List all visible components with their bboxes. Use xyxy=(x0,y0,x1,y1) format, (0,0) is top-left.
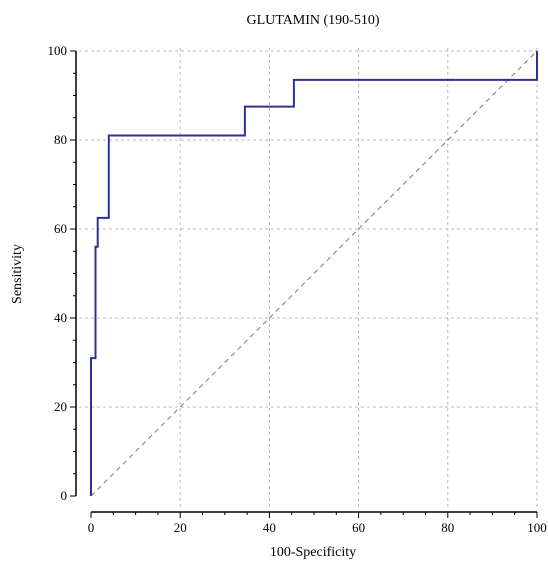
x-tick-label-80: 80 xyxy=(441,520,454,535)
x-tick-label-40: 40 xyxy=(263,520,276,535)
roc-curve xyxy=(90,51,538,496)
y-tick-labels: 0 20 40 60 80 100 xyxy=(48,43,68,503)
x-axis-label: 100-Specificity xyxy=(270,545,356,560)
y-tick-label-0: 0 xyxy=(61,488,68,503)
x-tick-label-0: 0 xyxy=(88,520,95,535)
diagonal-reference xyxy=(90,50,538,497)
y-axis-label: Sensitivity xyxy=(10,244,25,304)
roc-series xyxy=(90,51,538,496)
grid xyxy=(79,48,541,508)
axes xyxy=(70,50,538,518)
y-tick-label-60: 60 xyxy=(54,221,67,236)
x-tick-labels: 0 20 40 60 80 100 xyxy=(88,520,547,535)
chart-title: GLUTAMIN (190-510) xyxy=(246,13,379,28)
x-tick-label-20: 20 xyxy=(174,520,187,535)
x-tick-label-60: 60 xyxy=(352,520,365,535)
x-tick-label-100: 100 xyxy=(527,520,547,535)
y-tick-label-100: 100 xyxy=(48,43,68,58)
y-tick-label-40: 40 xyxy=(54,310,67,325)
y-tick-label-20: 20 xyxy=(54,399,67,414)
diagonal-line xyxy=(90,50,538,497)
y-tick-label-80: 80 xyxy=(54,132,67,147)
